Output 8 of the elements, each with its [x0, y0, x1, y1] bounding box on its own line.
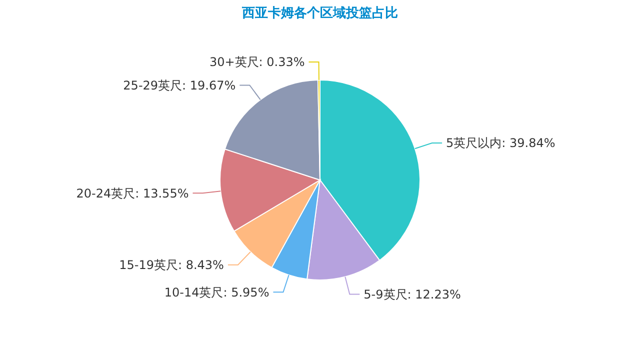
slice-label: 10-14英尺: 5.95%: [164, 285, 270, 300]
slice-label: 25-29英尺: 19.67%: [123, 78, 236, 92]
slice-label: 30+英尺: 0.33%: [209, 55, 305, 70]
chart-title: 西亚卡姆各个区域投篮占比: [241, 6, 398, 21]
slice-label: 5-9英尺: 12.23%: [364, 287, 461, 302]
slice-label: 20-24英尺: 13.55%: [76, 186, 189, 200]
slice-label: 5英尺以内: 39.84%: [446, 136, 556, 150]
slice-label: 15-19英尺: 8.43%: [119, 258, 224, 272]
